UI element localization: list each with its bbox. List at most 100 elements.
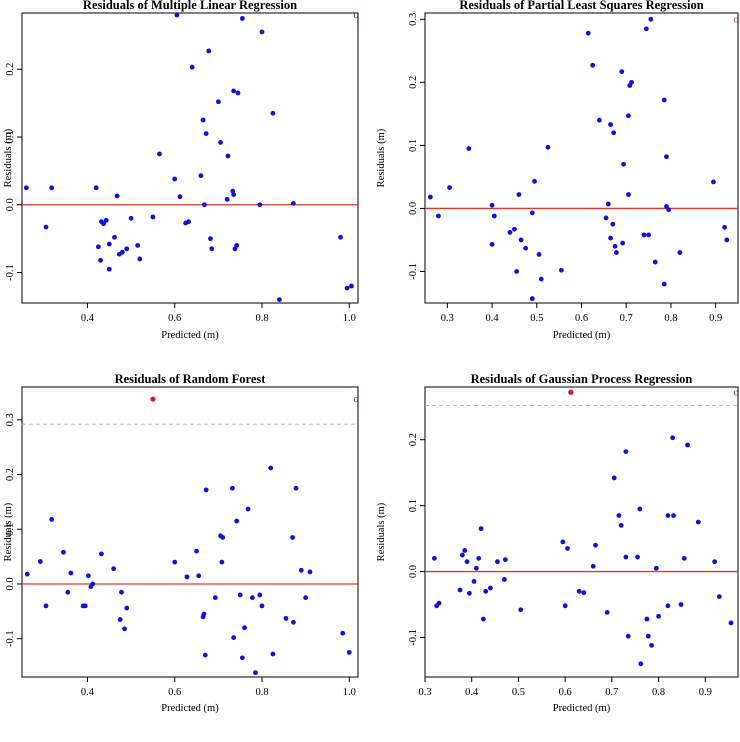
residual-point xyxy=(218,140,223,145)
residual-point xyxy=(24,571,30,577)
residual-point xyxy=(253,670,258,676)
residual-point xyxy=(103,217,109,223)
residual-point xyxy=(661,281,667,287)
residual-point xyxy=(268,465,274,471)
x-tick-label: 1.0 xyxy=(343,687,356,698)
plot-frame xyxy=(21,386,359,678)
residual-point xyxy=(196,573,202,579)
residual-point xyxy=(462,548,468,553)
residual-point xyxy=(536,252,542,257)
plot-title: Residuals of Random Forest xyxy=(115,372,267,386)
y-tick-label: 0.1 xyxy=(408,139,419,152)
y-tick-label: 0.3 xyxy=(5,413,16,426)
plot-title: Residuals of Multiple Linear Regression xyxy=(83,0,297,12)
residual-point xyxy=(203,131,209,137)
residual-point xyxy=(661,97,667,103)
residual-point xyxy=(208,236,213,242)
residual-point xyxy=(483,588,489,594)
x-tick-label: 0.6 xyxy=(575,313,588,324)
residual-point xyxy=(480,616,486,622)
residual-point xyxy=(124,605,130,611)
residual-point xyxy=(82,603,88,609)
residual-point xyxy=(427,194,433,200)
residual-point xyxy=(611,130,617,136)
y-tick-label: -0.1 xyxy=(408,629,419,646)
residual-panel-3: Residuals of Random Forest 0.4 0.6 0.8 1.0 -0… xyxy=(3,372,359,714)
residual-point xyxy=(119,589,124,595)
residual-point xyxy=(670,435,675,441)
residual-point xyxy=(135,243,141,248)
residual-point xyxy=(270,651,276,657)
residual-point xyxy=(685,442,690,448)
residual-point xyxy=(122,626,127,632)
residual-point xyxy=(466,146,472,151)
residual-point xyxy=(189,64,195,70)
x-axis-label: Predicted (m) xyxy=(553,330,611,341)
outlier-marker: o xyxy=(734,387,739,398)
x-tick-label: 0.7 xyxy=(605,687,618,698)
x-axis-label: Predicted (m) xyxy=(161,330,219,341)
residual-point xyxy=(202,202,207,208)
x-tick-label: 1.0 xyxy=(343,313,356,324)
residual-point xyxy=(49,517,55,522)
y-tick-label: 0.1 xyxy=(408,499,419,512)
residual-point xyxy=(603,215,609,221)
residual-point xyxy=(43,603,49,609)
outlier-marker: o xyxy=(354,394,359,405)
residual-point xyxy=(581,590,587,596)
plot-frame xyxy=(424,386,739,678)
residual-point xyxy=(290,535,295,540)
x-tick-label: 0.4 xyxy=(486,313,500,324)
residual-point xyxy=(677,250,683,255)
residual-point xyxy=(239,16,245,21)
residual-point xyxy=(604,610,610,615)
residual-point xyxy=(665,603,671,609)
x-tick-label: 0.6 xyxy=(168,313,181,324)
y-tick-label: 0.0 xyxy=(408,565,419,578)
residual-point xyxy=(43,224,49,230)
y-tick-label: -0.1 xyxy=(5,264,16,281)
x-axis-label: Predicted (m) xyxy=(161,703,219,714)
y-axis-label: Residuals (m) xyxy=(3,128,14,187)
residual-point xyxy=(523,245,529,251)
residual-point xyxy=(98,257,103,263)
residual-point xyxy=(457,587,463,593)
residual-point xyxy=(283,616,289,621)
y-tick-label: 0.0 xyxy=(408,202,419,215)
x-tick-label: 0.6 xyxy=(168,687,181,698)
residual-point xyxy=(23,185,29,191)
plot-title: Residuals of Gaussian Process Regression xyxy=(471,372,693,386)
y-tick-label: 0.2 xyxy=(5,63,16,76)
residual-point xyxy=(495,559,500,565)
residual-point xyxy=(436,600,442,606)
residual-point xyxy=(616,513,622,518)
residual-point xyxy=(200,117,206,123)
residual-point xyxy=(608,235,613,241)
residual-point xyxy=(106,241,112,247)
residual-point xyxy=(560,539,566,545)
residual-point xyxy=(291,619,296,625)
residual-point xyxy=(61,549,66,555)
residual-point xyxy=(111,566,117,572)
residual-point xyxy=(225,153,231,159)
residual-point xyxy=(257,592,263,598)
residual-point xyxy=(532,178,537,184)
residual-point xyxy=(215,99,221,105)
residual-point xyxy=(489,202,495,208)
residual-point xyxy=(128,215,134,221)
x-tick-label: 0.4 xyxy=(465,687,479,698)
residual-point xyxy=(722,224,727,230)
residual-point xyxy=(172,559,178,565)
residual-point xyxy=(645,633,651,639)
x-tick-label: 0.6 xyxy=(559,687,572,698)
residual-point xyxy=(529,210,535,216)
residual-point xyxy=(346,649,352,655)
x-tick-label: 0.7 xyxy=(620,313,633,324)
y-tick-label: 0.2 xyxy=(408,433,419,446)
residual-point xyxy=(625,633,631,639)
y-tick-label: -0.1 xyxy=(408,263,419,280)
residual-point xyxy=(431,555,437,561)
residual-point xyxy=(629,79,634,85)
residual-point xyxy=(101,221,106,227)
